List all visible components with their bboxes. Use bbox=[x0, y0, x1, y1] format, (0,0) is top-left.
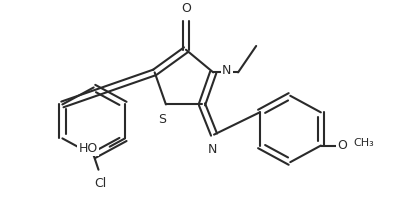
Text: Cl: Cl bbox=[95, 177, 107, 190]
Text: CH₃: CH₃ bbox=[353, 138, 374, 148]
Text: N: N bbox=[222, 64, 231, 77]
Text: HO: HO bbox=[78, 142, 98, 155]
Text: O: O bbox=[181, 2, 191, 15]
Text: S: S bbox=[158, 113, 166, 126]
Text: N: N bbox=[207, 143, 217, 156]
Text: O: O bbox=[338, 139, 347, 152]
